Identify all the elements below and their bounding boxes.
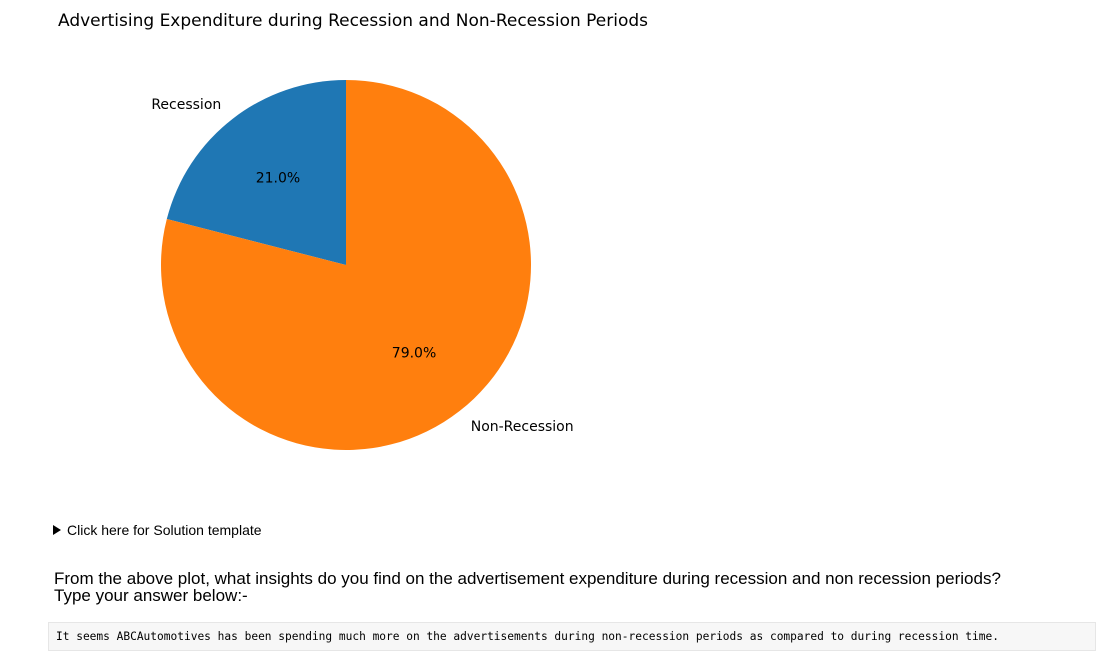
pie-category-label: Recession <box>151 97 221 113</box>
pie-slice-recession <box>166 80 346 265</box>
pie-chart: Advertising Expenditure during Recession… <box>58 11 648 451</box>
question-line-1: From the above plot, what insights do yo… <box>54 569 1001 588</box>
answer-cell[interactable]: It seems ABCAutomotives has been spendin… <box>48 622 1096 651</box>
answer-text: It seems ABCAutomotives has been spendin… <box>56 630 999 643</box>
solution-template-toggle[interactable]: Click here for Solution template <box>53 522 262 538</box>
pie-slice-non-recession <box>161 80 531 451</box>
question-heading: From the above plot, what insights do yo… <box>54 570 1074 604</box>
pie-labels: 21.0% Recession 79.0% Non-Recession <box>151 97 573 435</box>
pie-pct-label: 21.0% <box>256 170 300 186</box>
pie-pct-label: 79.0% <box>392 346 436 362</box>
chart-title: Advertising Expenditure during Recession… <box>58 11 648 31</box>
pie-slices <box>161 80 531 451</box>
pie-category-label: Non-Recession <box>471 419 574 435</box>
solution-template-label: Click here for Solution template <box>67 522 262 538</box>
disclosure-triangle-icon <box>53 525 61 535</box>
question-line-2: Type your answer below:- <box>54 586 248 605</box>
